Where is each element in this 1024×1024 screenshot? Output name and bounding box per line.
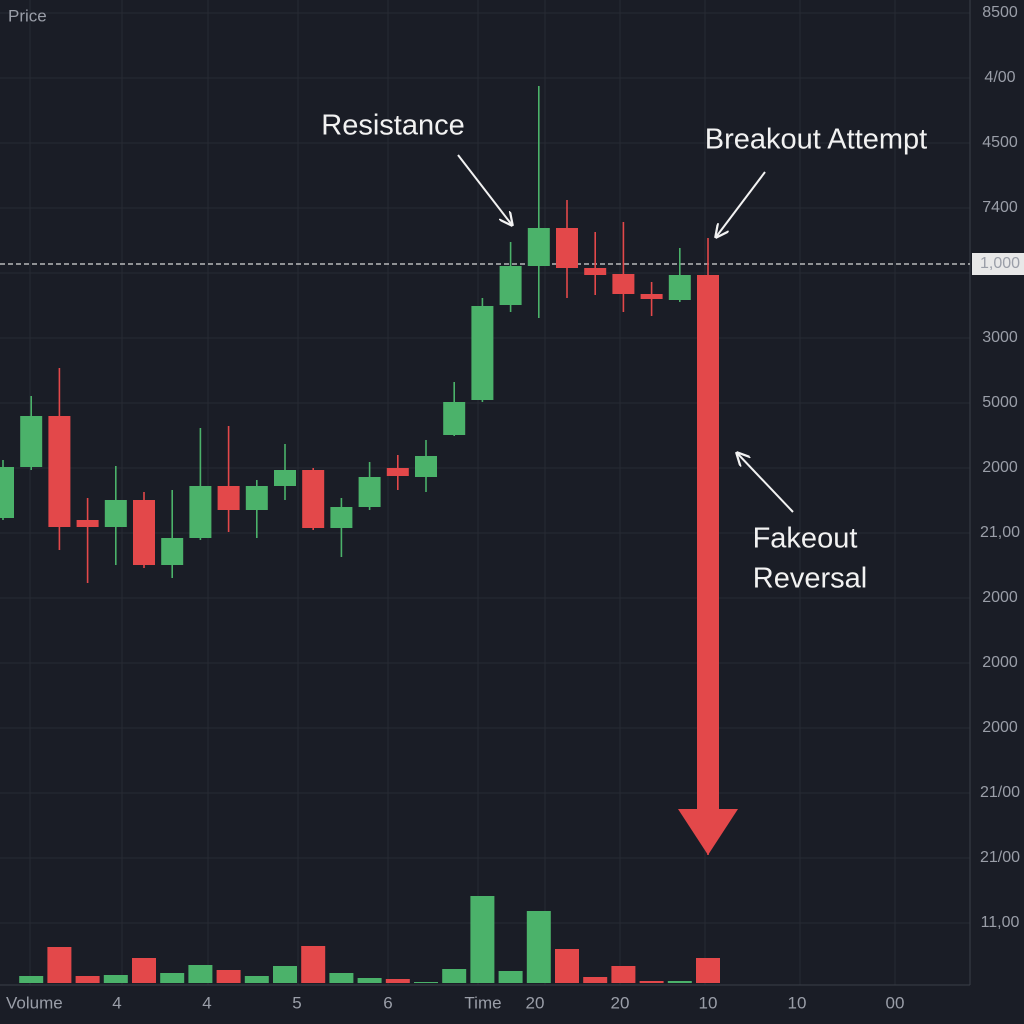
x-tick-label: 6: [383, 993, 392, 1012]
x-tick-label: 20: [526, 993, 545, 1012]
candle-body: [386, 468, 409, 476]
candle-body: [48, 416, 71, 527]
price-label: 5000: [982, 394, 1018, 411]
volume-bar: [301, 946, 326, 983]
price-label-box: [972, 253, 1024, 275]
price-label: 1,000: [980, 255, 1020, 272]
candle-body-arrowhead: [678, 809, 738, 855]
volume-bar: [47, 947, 72, 983]
volume-bar: [19, 976, 44, 983]
candle-body: [104, 500, 127, 527]
annotation-arrow: [737, 453, 794, 513]
candle-body: [556, 228, 578, 268]
x-tick-label: 5: [292, 993, 301, 1012]
candle-body: [584, 268, 607, 275]
candle-body: [133, 500, 155, 565]
x-tick-label: 4: [202, 993, 211, 1012]
candle-body: [20, 416, 43, 467]
volume-bar: [555, 949, 579, 983]
candle-body: [274, 470, 296, 486]
candle-body: [330, 507, 353, 528]
annotation: Breakout Attempt: [705, 124, 927, 156]
annotation: Resistance: [321, 110, 464, 142]
candle-body: [697, 275, 719, 810]
volume-bar: [273, 966, 297, 983]
candle-body: [358, 477, 381, 507]
candle-body: [217, 486, 240, 510]
price-label: 3000: [982, 329, 1018, 346]
candle-body: [161, 538, 184, 565]
candle-body: [499, 266, 522, 305]
candle-body: [302, 470, 325, 528]
candle-body: [668, 275, 691, 300]
volume-bar: [526, 911, 551, 983]
volume-label: Volume: [6, 993, 63, 1012]
price-label: 2000: [982, 654, 1018, 671]
volume-bar: [244, 976, 269, 983]
candle-body: [189, 486, 212, 538]
volume-bar: [583, 977, 608, 983]
x-tick-label: 10: [699, 993, 718, 1012]
volume-bar: [188, 965, 213, 983]
annotation: Fakeout: [753, 523, 858, 555]
volume-bar: [357, 978, 382, 983]
x-tick-label: 10: [788, 993, 807, 1012]
candle-body: [471, 306, 494, 400]
plot-area: [0, 86, 970, 983]
volume-bar: [385, 979, 410, 983]
x-tick-label: 4: [112, 993, 121, 1012]
price-label: 11,00: [981, 914, 1020, 931]
volume-bar: [329, 973, 354, 983]
volume-bar: [216, 970, 241, 983]
volume-bar: [103, 975, 128, 983]
candle-body: [443, 402, 466, 435]
price-label: 8500: [982, 4, 1018, 21]
candle-body: [612, 274, 635, 294]
volume-bar: [132, 958, 156, 983]
price-label: 21/00: [980, 849, 1020, 866]
price-label: 21/00: [980, 784, 1020, 801]
price-label: 7400: [982, 199, 1018, 216]
price-label: 21,00: [980, 524, 1020, 541]
x-axis-label: Time: [464, 993, 501, 1012]
annotation-arrow: [716, 171, 766, 237]
price-label: 2000: [982, 459, 1018, 476]
volume-bar: [442, 969, 467, 983]
candle-body: [0, 467, 14, 518]
price-label: 4500: [982, 134, 1018, 151]
price-label: 4/00: [984, 69, 1015, 86]
candle-body: [76, 520, 99, 527]
volume-bar: [470, 896, 495, 983]
price-label: 2000: [982, 589, 1018, 606]
candle-body: [527, 228, 550, 266]
volume-bar: [75, 976, 100, 983]
volume-bar: [414, 982, 438, 983]
volume-bar: [611, 966, 636, 983]
candle-body: [640, 294, 663, 299]
annotation-arrow: [457, 154, 512, 225]
candle-body: [245, 486, 268, 510]
volume-bar: [696, 958, 720, 983]
candle-body: [415, 456, 437, 477]
x-tick-label: 20: [611, 993, 630, 1012]
chart-title: Price: [8, 6, 47, 25]
volume-bar: [498, 971, 523, 983]
volume-bar: [639, 981, 664, 983]
volume-bar: [160, 973, 185, 983]
annotation: Reversal: [753, 563, 867, 595]
volume-bar: [667, 981, 692, 983]
x-tick-label: 00: [886, 993, 905, 1012]
price-label: 2000: [982, 719, 1018, 736]
